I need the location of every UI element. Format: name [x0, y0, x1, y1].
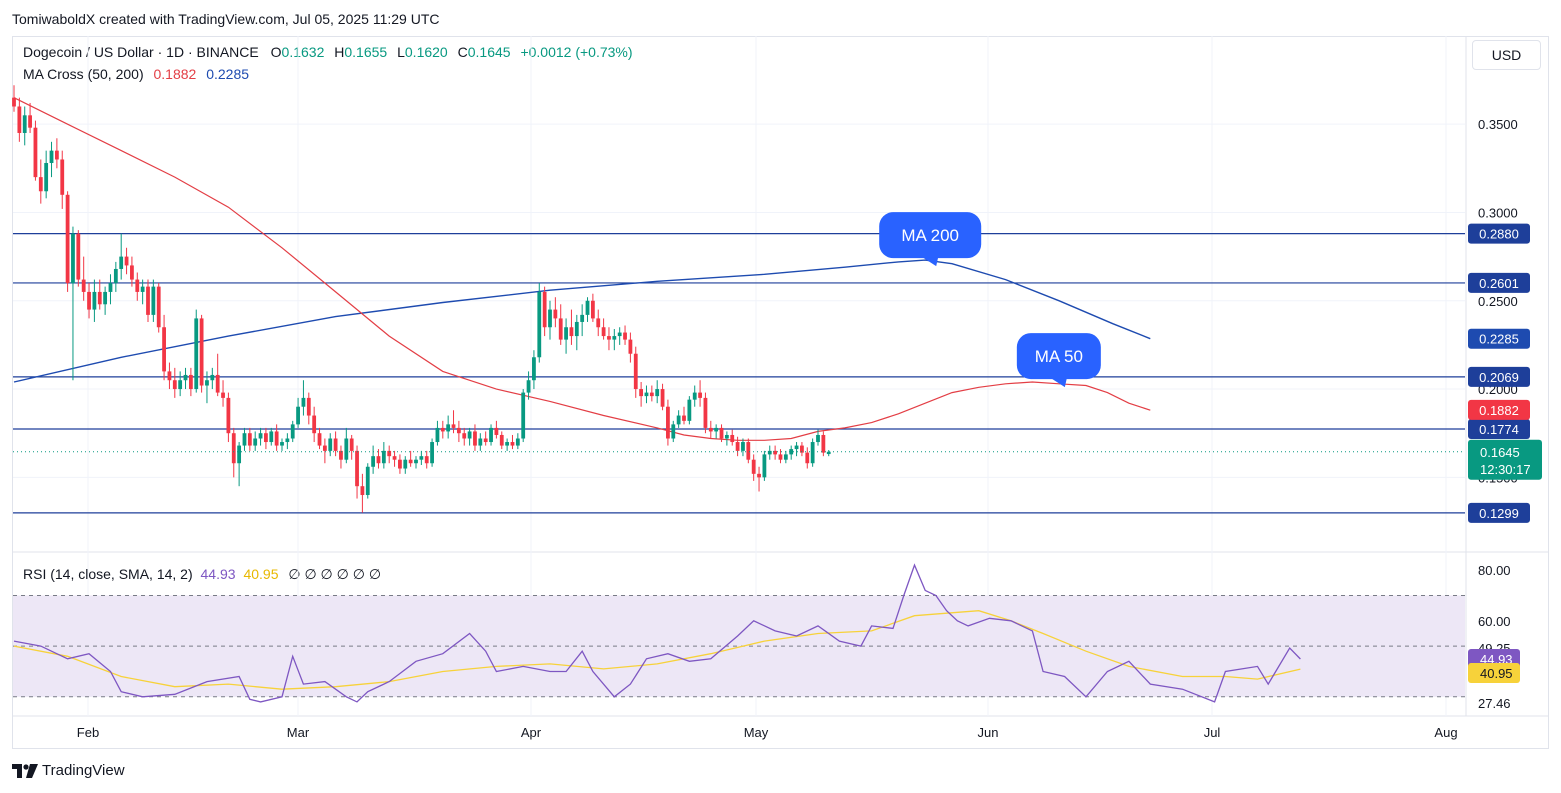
close-value: 0.1645 [467, 44, 511, 60]
chart-frame [12, 36, 1549, 749]
close-label: C [457, 44, 468, 60]
attribution-text: TomiwaboldX created with TradingView.com… [12, 11, 440, 27]
change-value: +0.0012 (+0.73%) [520, 44, 633, 60]
rsi-legend: RSI (14, close, SMA, 14, 2) 44.93 40.95 … [23, 566, 381, 583]
high-label: H [334, 44, 345, 60]
low-value: 0.1620 [404, 44, 448, 60]
brand-name: TradingView [42, 762, 125, 779]
rsi-indicator-label[interactable]: RSI (14, close, SMA, 14, 2) [23, 566, 193, 582]
open-value: 0.1632 [281, 44, 325, 60]
rsi-sma-value: 40.95 [243, 566, 279, 582]
symbol-legend: Dogecoin / US Dollar · 1D · BINANCE O0.1… [23, 44, 633, 60]
rsi-value: 44.93 [200, 566, 236, 582]
ma-indicator-label[interactable]: MA Cross (50, 200) [23, 66, 144, 82]
tradingview-brand[interactable]: TradingView [12, 762, 125, 779]
open-label: O [270, 44, 282, 60]
tradingview-logo-icon [12, 763, 38, 778]
ma-legend: MA Cross (50, 200) 0.1882 0.2285 [23, 66, 249, 82]
low-label: L [397, 44, 405, 60]
symbol-title[interactable]: Dogecoin / US Dollar · 1D · BINANCE [23, 44, 259, 60]
currency-button[interactable]: USD [1472, 40, 1541, 70]
high-value: 0.1655 [344, 44, 388, 60]
ma50-value: 0.1882 [153, 66, 197, 82]
rsi-extra-values: ∅ ∅ ∅ ∅ ∅ ∅ [288, 566, 382, 582]
ma200-value: 0.2285 [206, 66, 250, 82]
